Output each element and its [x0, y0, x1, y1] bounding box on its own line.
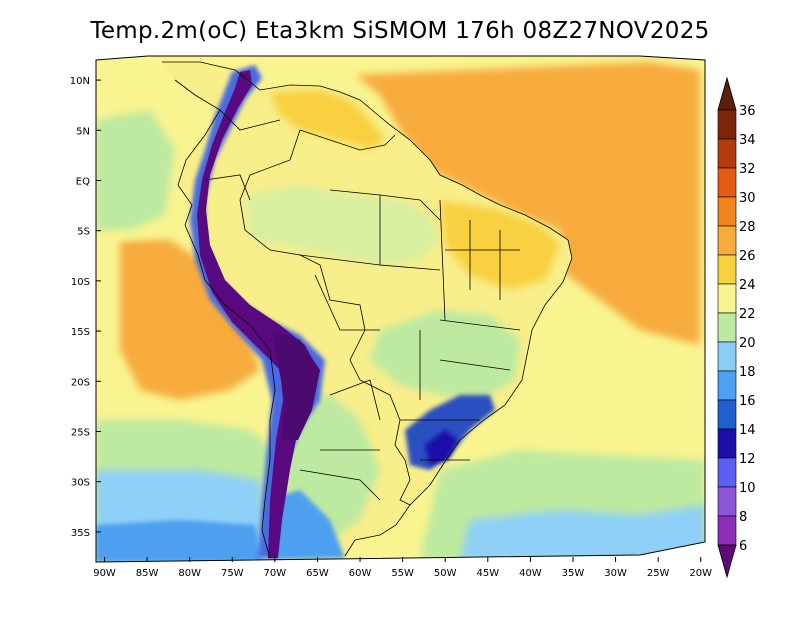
colorbar-swatch: [717, 167, 737, 198]
map-frame: [95, 55, 706, 563]
lat-tick-label: 10N: [70, 76, 90, 87]
colorbar-label: 28: [739, 220, 756, 235]
lat-tick-label: 35S: [71, 528, 90, 539]
colorbar-swatch: [717, 486, 737, 517]
colorbar-swatch: [717, 428, 737, 459]
lon-tick-label: 45W: [476, 568, 499, 579]
colorbar-label: 26: [739, 249, 756, 264]
pacific-warm-area: [120, 240, 260, 400]
political-borders: [162, 61, 573, 559]
colorbar: 6 8 10 12 14 16 18 20 22 24 26 28 30 32 34 36: [717, 76, 756, 579]
colorbar-swatch: [717, 283, 737, 314]
colorbar-swatch: [717, 225, 737, 256]
temperature-field: [96, 56, 705, 562]
country-lines: [204, 109, 381, 501]
southeast-coldest-spot: [425, 430, 458, 465]
colorbar-label: 20: [739, 336, 756, 351]
colorbar-label: 32: [739, 162, 756, 177]
lon-tick-label: 75W: [221, 568, 244, 579]
lat-tick-label: 5N: [76, 126, 90, 137]
colorbar-swatch: [717, 254, 737, 285]
colorbar-swatch: [717, 399, 737, 430]
colorbar-label: 30: [739, 191, 756, 206]
map-title: Temp.2m(oC) Eta3km SiSMOM 176h 08Z27NOV2…: [90, 18, 710, 44]
lon-tick-label: 65W: [306, 568, 329, 579]
lat-tick-label: EQ: [76, 176, 90, 187]
colorbar-swatch: [717, 312, 737, 343]
atlantic-cold-area: [460, 505, 705, 560]
lon-tick-label: 90W: [93, 568, 116, 579]
colorbar-label: 24: [739, 278, 756, 293]
colorbar-label: 10: [739, 481, 756, 496]
atlantic-mild-area: [520, 360, 705, 480]
south-america-land: [162, 62, 572, 558]
lat-tick-label: 10S: [71, 277, 90, 288]
altiplano-coldest: [272, 330, 320, 440]
pacific-south-coldest-area: [96, 520, 262, 562]
lat-tick-label: 5S: [77, 227, 90, 238]
colorbar-swatch: [717, 457, 737, 488]
longitude-axis: 90W 85W 80W 75W 70W 65W 60W 55W 50W 45W 40W 35W 30W 2…: [93, 557, 712, 579]
colorbar-swatch: [717, 138, 737, 169]
colorbar-above-triangle: [717, 76, 737, 111]
lon-tick-label: 55W: [391, 568, 414, 579]
lat-tick-label: 20S: [71, 377, 90, 388]
lon-tick-label: 30W: [604, 568, 627, 579]
colorbar-swatch: [717, 341, 737, 372]
brazil-border: [239, 129, 411, 506]
lon-tick-label: 50W: [434, 568, 457, 579]
lon-tick-label: 35W: [562, 568, 585, 579]
southern-tip-cold: [265, 490, 345, 560]
atlantic-warm-area: [355, 62, 700, 345]
lon-tick-label: 25W: [647, 568, 670, 579]
colorbar-label: 8: [739, 510, 747, 525]
colorbar-label: 34: [739, 133, 756, 148]
amazon-interior: [245, 185, 440, 265]
colorbar-swatch: [717, 196, 737, 227]
lon-tick-label: 70W: [264, 568, 287, 579]
lon-tick-label: 85W: [136, 568, 159, 579]
colorbar-label: 6: [739, 539, 747, 554]
lon-tick-label: 60W: [349, 568, 372, 579]
colorbar-swatch: [717, 370, 737, 401]
state-lines: [299, 189, 521, 461]
colorbar-label: 18: [739, 365, 756, 380]
latitude-axis: 10N 5N EQ 5S 10S 15S 20S 25S 30S 35S: [70, 76, 101, 539]
colorbar-below-triangle: [717, 544, 737, 579]
pacific-cool-area: [96, 110, 175, 230]
colorbar-label: 16: [739, 394, 756, 409]
lat-tick-label: 25S: [71, 427, 90, 438]
lat-tick-label: 30S: [71, 478, 90, 489]
northern-warm-land: [270, 90, 385, 150]
colorbar-label: 36: [739, 104, 756, 119]
lon-tick-label: 80W: [178, 568, 201, 579]
colorbar-label: 12: [739, 452, 756, 467]
west-coastline: [174, 79, 276, 559]
colorbar-swatch: [717, 109, 737, 140]
coastline: [162, 61, 573, 557]
lon-tick-label: 40W: [519, 568, 542, 579]
colorbar-swatch: [717, 515, 737, 546]
central-highland-cool: [370, 310, 520, 400]
lat-tick-label: 15S: [71, 327, 90, 338]
colorbar-label: 14: [739, 423, 756, 438]
colorbar-label: 22: [739, 307, 756, 322]
lon-tick-label: 20W: [689, 568, 712, 579]
